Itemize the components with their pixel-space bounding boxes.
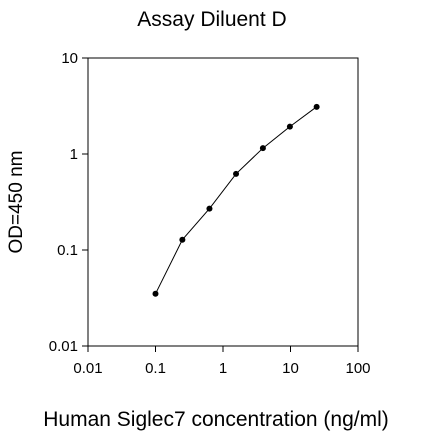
series-layer (152, 103, 320, 297)
chart-title: Assay Diluent D (137, 8, 286, 31)
x-axis-label: Human Siglec7 concentration (ng/ml) (43, 408, 389, 431)
series-line (155, 106, 317, 295)
data-point (152, 290, 159, 297)
x-tick-label: 1 (219, 360, 227, 377)
y-axis-label: OD=450 nm (6, 151, 27, 254)
y-tick-label: 10 (61, 50, 78, 67)
y-tick-label: 0.01 (49, 338, 78, 355)
x-axis: 0.01 0.1 1 10 100 (73, 346, 371, 377)
x-tick-label: 0.1 (145, 360, 166, 377)
x-tick-label: 100 (345, 360, 370, 377)
data-point (179, 236, 186, 243)
x-tick-label: 10 (282, 360, 299, 377)
data-point (286, 123, 293, 130)
plot-area (87, 57, 359, 347)
data-point (206, 205, 213, 212)
data-point (313, 103, 320, 110)
data-point (259, 145, 266, 152)
y-tick-label: 0.1 (57, 242, 78, 259)
data-point (233, 170, 240, 177)
y-tick-label: 1 (70, 146, 78, 163)
x-tick-label: 0.01 (73, 360, 102, 377)
y-axis: 0.01 0.1 1 10 (49, 50, 88, 355)
